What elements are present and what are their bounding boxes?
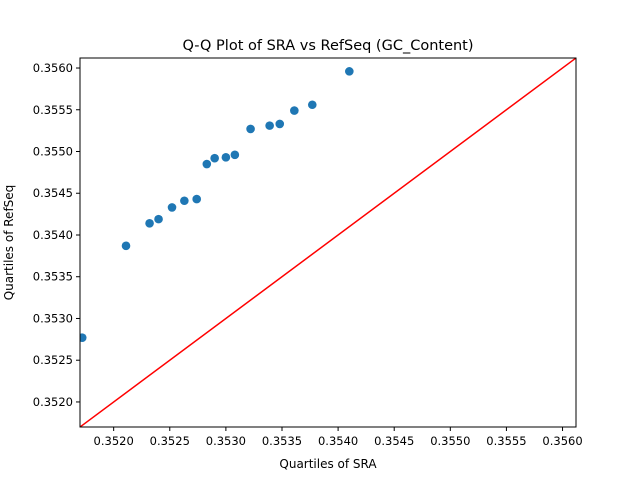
data-point — [210, 153, 219, 163]
y-tick-label: 0.3560 — [33, 61, 73, 75]
data-point — [290, 106, 299, 115]
x-tick-label: 0.3530 — [206, 434, 246, 448]
x-axis-label: Quartiles of SRA — [279, 457, 377, 471]
data-point — [192, 194, 202, 204]
y-tick-label: 0.3555 — [33, 103, 73, 117]
x-tick-label: 0.3525 — [150, 434, 190, 448]
x-tick-label: 0.3545 — [374, 434, 414, 448]
data-point — [202, 159, 212, 169]
data-point — [246, 124, 255, 134]
x-tick-label: 0.3520 — [94, 434, 134, 448]
reference-line-layer — [80, 58, 576, 427]
y-tick-label: 0.3540 — [33, 228, 73, 242]
chart-title: Q-Q Plot of SRA vs RefSeq (GC_Content) — [182, 38, 473, 54]
x-tick-label: 0.3555 — [486, 434, 526, 448]
data-point — [275, 119, 285, 129]
y-axis-ticks: 0.3520 0.3525 0.3530 0.3535 0.3540 0.3545 0.35… — [33, 61, 80, 409]
data-point — [145, 218, 154, 228]
y-tick-label: 0.3525 — [33, 353, 73, 367]
y-axis-label: Quartiles of RefSeq — [2, 185, 16, 301]
y-tick-label: 0.3545 — [33, 186, 73, 200]
y-tick-label: 0.3530 — [33, 311, 73, 325]
y-tick-label: 0.3550 — [33, 145, 73, 159]
x-tick-label: 0.3535 — [262, 434, 302, 448]
reference-line — [80, 58, 576, 427]
data-point — [345, 67, 354, 76]
x-tick-label: 0.3550 — [430, 434, 470, 448]
y-tick-label: 0.3535 — [33, 270, 73, 284]
y-tick-label: 0.3520 — [33, 395, 73, 409]
data-point — [154, 214, 163, 224]
x-axis-ticks: 0.3520 0.3525 0.3530 0.3535 0.3540 0.3545 0.35… — [94, 427, 583, 448]
points-layer — [80, 67, 354, 342]
plot-frame — [79, 57, 577, 428]
data-point — [230, 150, 240, 160]
data-point — [307, 100, 317, 110]
data-point — [221, 153, 231, 162]
data-point — [121, 241, 131, 251]
data-point — [80, 333, 87, 342]
x-tick-label: 0.3540 — [318, 434, 358, 448]
x-tick-label: 0.3560 — [542, 434, 582, 448]
data-point — [265, 121, 274, 130]
data-point — [180, 196, 189, 206]
data-point — [167, 203, 177, 212]
